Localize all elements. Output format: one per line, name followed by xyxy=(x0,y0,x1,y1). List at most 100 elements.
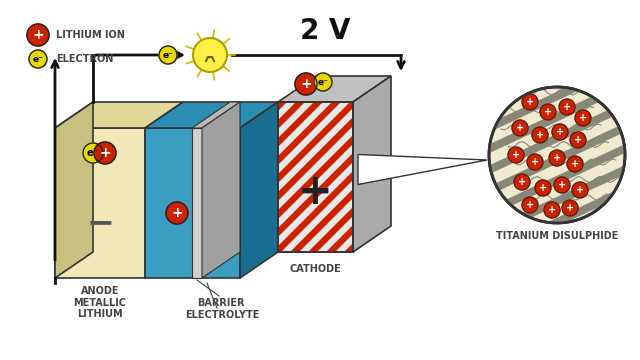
Text: ELECTRON: ELECTRON xyxy=(56,54,113,64)
Text: +: + xyxy=(531,157,539,167)
Text: +: + xyxy=(579,113,587,123)
Text: +: + xyxy=(518,177,526,187)
Polygon shape xyxy=(434,102,593,252)
Text: e⁻: e⁻ xyxy=(163,50,173,59)
Polygon shape xyxy=(55,128,145,278)
Polygon shape xyxy=(499,156,640,231)
Polygon shape xyxy=(290,102,449,252)
Text: +: + xyxy=(539,183,547,193)
Circle shape xyxy=(83,143,103,163)
Polygon shape xyxy=(469,86,618,161)
Polygon shape xyxy=(202,102,240,278)
Polygon shape xyxy=(353,76,391,252)
Text: +: + xyxy=(571,159,579,169)
Polygon shape xyxy=(182,102,341,252)
Text: CATHODE: CATHODE xyxy=(289,264,341,274)
Circle shape xyxy=(514,174,530,190)
Text: +: + xyxy=(553,153,561,163)
Circle shape xyxy=(549,150,565,166)
Text: 2 V: 2 V xyxy=(300,17,350,45)
Circle shape xyxy=(562,200,578,216)
Polygon shape xyxy=(278,102,353,252)
Text: TITANIUM DISULPHIDE: TITANIUM DISULPHIDE xyxy=(496,231,618,241)
Text: +: + xyxy=(512,150,520,160)
Polygon shape xyxy=(278,76,391,102)
Text: +: + xyxy=(574,135,582,145)
Circle shape xyxy=(567,156,583,172)
Polygon shape xyxy=(492,139,640,213)
Text: +: + xyxy=(516,123,524,133)
Text: +: + xyxy=(526,97,534,107)
Polygon shape xyxy=(200,102,359,252)
Polygon shape xyxy=(218,102,377,252)
Circle shape xyxy=(575,110,591,126)
Polygon shape xyxy=(344,102,503,252)
Polygon shape xyxy=(146,102,305,252)
Text: ELECTROLYTE: ELECTROLYTE xyxy=(185,310,259,320)
Circle shape xyxy=(489,87,625,223)
Circle shape xyxy=(508,147,524,163)
Text: +: + xyxy=(558,180,566,190)
Polygon shape xyxy=(398,102,557,252)
Polygon shape xyxy=(477,104,625,179)
Circle shape xyxy=(527,154,543,170)
Text: ANODE
METALLIC
LITHIUM: ANODE METALLIC LITHIUM xyxy=(74,286,127,319)
Circle shape xyxy=(512,120,528,136)
Circle shape xyxy=(559,99,575,115)
Text: +: + xyxy=(544,107,552,117)
Polygon shape xyxy=(192,128,202,278)
Polygon shape xyxy=(470,102,629,252)
Polygon shape xyxy=(254,102,413,252)
Circle shape xyxy=(159,46,177,64)
Circle shape xyxy=(193,38,227,72)
Circle shape xyxy=(94,142,116,164)
Circle shape xyxy=(295,73,317,95)
Text: e⁻: e⁻ xyxy=(317,77,328,86)
Polygon shape xyxy=(416,102,575,252)
Polygon shape xyxy=(145,128,240,278)
Polygon shape xyxy=(128,102,287,252)
Text: +: + xyxy=(556,127,564,137)
Circle shape xyxy=(314,73,332,91)
Text: LITHIUM ION: LITHIUM ION xyxy=(56,30,125,40)
Circle shape xyxy=(522,94,538,110)
Text: BARRIER: BARRIER xyxy=(197,298,244,308)
Circle shape xyxy=(522,197,538,213)
Polygon shape xyxy=(484,121,633,196)
Text: +: + xyxy=(526,200,534,210)
Polygon shape xyxy=(55,102,93,278)
Circle shape xyxy=(544,202,560,218)
Polygon shape xyxy=(358,154,487,185)
Circle shape xyxy=(532,127,548,143)
Text: +: + xyxy=(99,146,111,160)
Text: −: − xyxy=(86,207,114,239)
Text: +: + xyxy=(563,102,571,112)
Circle shape xyxy=(535,180,551,196)
Text: +: + xyxy=(171,206,183,220)
Polygon shape xyxy=(192,102,240,128)
Circle shape xyxy=(29,50,47,68)
Circle shape xyxy=(27,24,49,46)
Polygon shape xyxy=(488,102,640,252)
Text: +: + xyxy=(32,28,44,42)
Polygon shape xyxy=(362,102,521,252)
Polygon shape xyxy=(326,102,485,252)
Polygon shape xyxy=(272,102,431,252)
Circle shape xyxy=(540,104,556,120)
Text: e⁻: e⁻ xyxy=(33,54,44,63)
Polygon shape xyxy=(452,102,611,252)
Polygon shape xyxy=(462,68,610,143)
Polygon shape xyxy=(308,102,467,252)
Text: e⁻: e⁻ xyxy=(87,148,99,158)
Polygon shape xyxy=(236,102,395,252)
Text: +: + xyxy=(566,203,574,213)
Polygon shape xyxy=(164,102,323,252)
Text: +: + xyxy=(298,171,332,213)
Polygon shape xyxy=(380,102,539,252)
Circle shape xyxy=(570,132,586,148)
Text: +: + xyxy=(536,130,544,140)
Text: +: + xyxy=(548,205,556,215)
Polygon shape xyxy=(507,174,640,248)
Polygon shape xyxy=(145,102,278,128)
Circle shape xyxy=(552,124,568,140)
